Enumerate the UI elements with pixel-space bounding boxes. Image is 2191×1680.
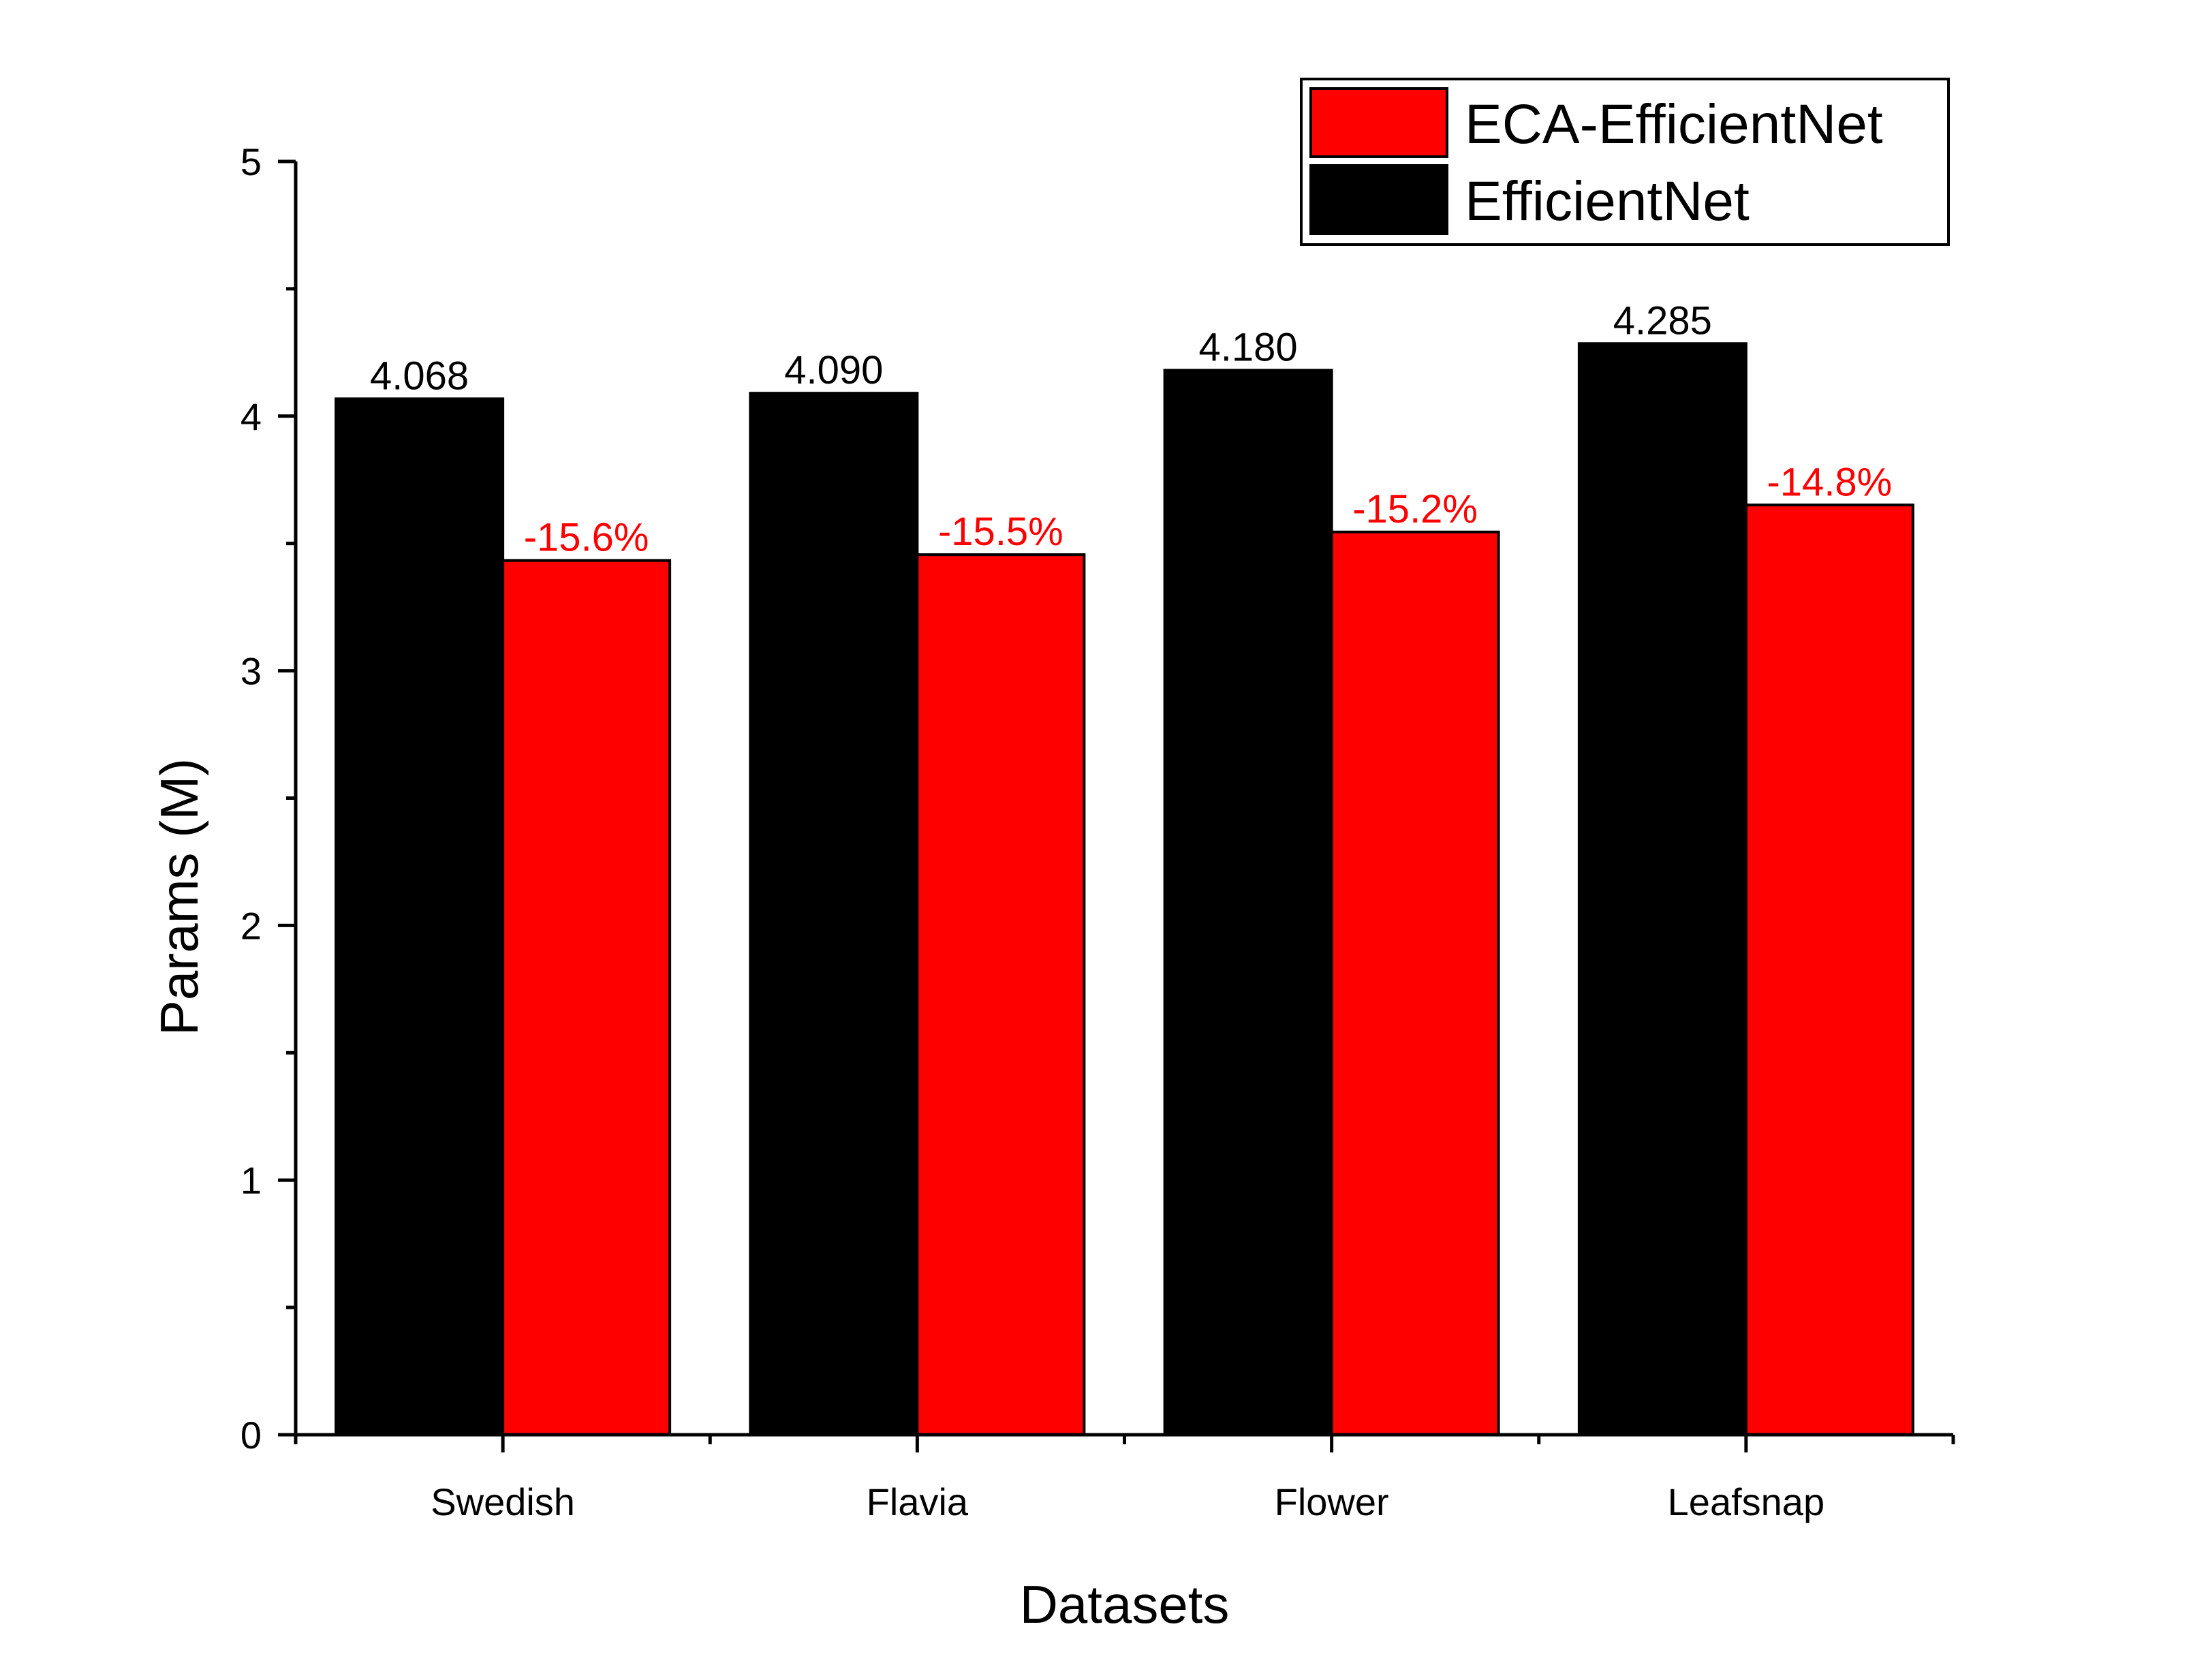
value-label-eca-efficientnet-flavia: -15.5% [938, 510, 1063, 554]
x-tick-label-leafsnap: Leafsnap [1668, 1480, 1824, 1523]
bar-eca-efficientnet-flower [1330, 530, 1500, 1436]
bar-efficientnet-swedish [335, 397, 505, 1436]
bar-efficientnet-flower [1163, 369, 1333, 1436]
value-label-eca-efficientnet-flower: -15.2% [1352, 487, 1478, 531]
bar-efficientnet-flavia [749, 392, 919, 1437]
value-label-efficientnet-swedish: 4.068 [370, 354, 469, 398]
y-axis-title: Params (M) [149, 758, 209, 1036]
bars-group [335, 342, 1914, 1437]
value-label-efficientnet-leafsnap: 4.285 [1613, 298, 1712, 343]
y-tick-label: 0 [240, 1414, 262, 1457]
y-tick-label: 3 [240, 650, 262, 693]
bar-eca-efficientnet-swedish [501, 559, 672, 1436]
value-label-eca-efficientnet-leafsnap: -14.8% [1767, 460, 1892, 504]
x-tick-label-flower: Flower [1275, 1480, 1389, 1523]
legend-label-efficientnet: EfficientNet [1465, 170, 1750, 232]
bar-eca-efficientnet-flavia [916, 553, 1086, 1436]
x-tick-label-swedish: Swedish [431, 1480, 575, 1523]
value-label-efficientnet-flower: 4.180 [1199, 326, 1298, 370]
x-axis-title: Datasets [1020, 1574, 1230, 1634]
legend-swatch-eca-efficientnet [1309, 87, 1448, 158]
legend: ECA-EfficientNet EfficientNet [1300, 78, 1950, 246]
bar-eca-efficientnet-leafsnap [1744, 503, 1914, 1436]
value-label-eca-efficientnet-swedish: -15.6% [524, 516, 649, 560]
value-label-efficientnet-flavia: 4.090 [784, 348, 883, 392]
bar-efficientnet-leafsnap [1577, 342, 1747, 1437]
y-tick-label: 1 [240, 1159, 262, 1202]
legend-label-eca-efficientnet: ECA-EfficientNet [1465, 93, 1883, 155]
value-labels-group: 4.068 -15.6% 4.090 -15.5% 4.180 -15.2% 4.285 -1… [370, 298, 1892, 559]
y-tick-label: 4 [240, 395, 262, 438]
legend-swatch-efficientnet [1309, 164, 1448, 235]
y-tick-label: 2 [240, 904, 262, 947]
y-tick-label: 5 [240, 140, 262, 183]
axes-group: 0 1 2 3 4 5 Swedish Flavia Flower Leafsnap [240, 140, 1955, 1523]
x-tick-label-flavia: Flavia [867, 1480, 969, 1523]
